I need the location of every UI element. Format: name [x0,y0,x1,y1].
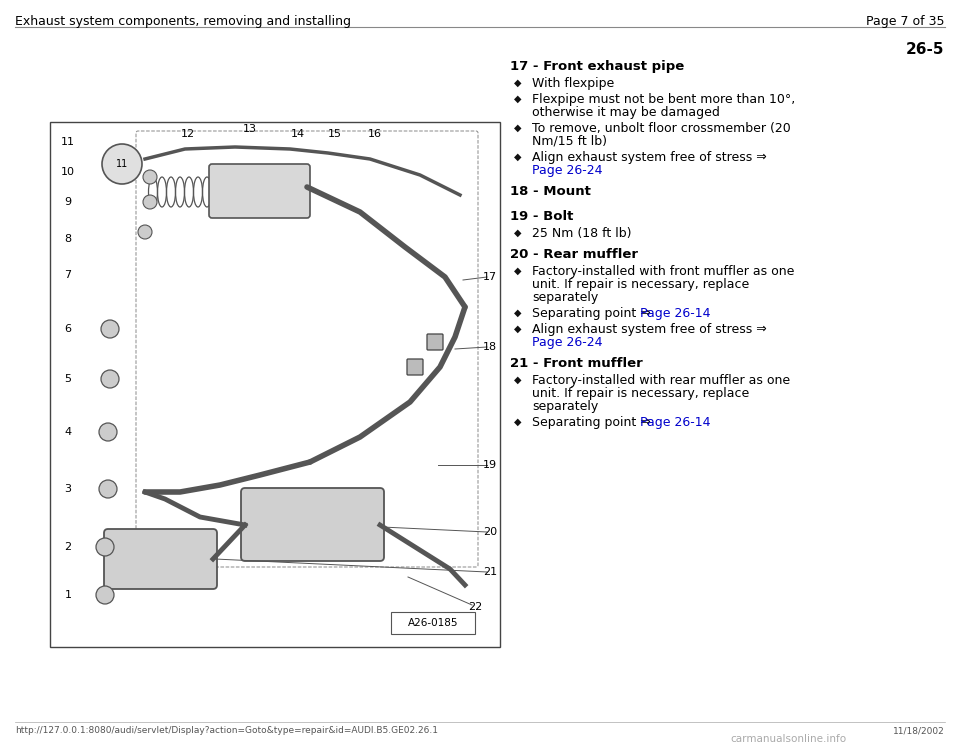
Text: 18 - Mount: 18 - Mount [510,185,590,198]
Text: separately: separately [532,400,598,413]
Circle shape [138,225,152,239]
Text: ◆: ◆ [515,266,521,276]
Text: Page 7 of 35: Page 7 of 35 [867,15,945,28]
Text: Exhaust system components, removing and installing: Exhaust system components, removing and … [15,15,351,28]
Bar [50,122,500,647]
Text: otherwise it may be damaged: otherwise it may be damaged [532,106,720,119]
Circle shape [101,320,119,338]
Text: 21: 21 [483,567,497,577]
Text: ◆: ◆ [515,375,521,385]
Text: ◆: ◆ [515,94,521,104]
Text: 20: 20 [483,527,497,537]
Text: 17 - Front exhaust pipe: 17 - Front exhaust pipe [510,60,684,73]
FancyBboxPatch shape [104,529,217,589]
Circle shape [101,370,119,388]
Text: With flexpipe: With flexpipe [532,77,614,90]
Text: 20 - Rear muffler: 20 - Rear muffler [510,248,638,261]
FancyBboxPatch shape [209,164,310,218]
Text: 1: 1 [64,590,71,600]
Text: Separating point ⇒: Separating point ⇒ [532,307,655,320]
Circle shape [143,170,157,184]
Text: ◆: ◆ [515,152,521,162]
Text: 22: 22 [468,602,482,612]
Text: Page 26-14: Page 26-14 [640,307,710,320]
Text: 12: 12 [180,129,195,139]
Text: carmanualsonline.info: carmanualsonline.info [730,734,846,742]
Circle shape [143,195,157,209]
Text: Flexpipe must not be bent more than 10°,: Flexpipe must not be bent more than 10°, [532,93,795,106]
Text: 25 Nm (18 ft lb): 25 Nm (18 ft lb) [532,227,632,240]
Text: ◆: ◆ [515,78,521,88]
Text: unit. If repair is necessary, replace: unit. If repair is necessary, replace [532,387,749,400]
Text: 14: 14 [291,129,305,139]
Text: Align exhaust system free of stress ⇒: Align exhaust system free of stress ⇒ [532,323,767,336]
Circle shape [96,586,114,604]
Text: 2: 2 [64,542,72,552]
Text: Page 26-14: Page 26-14 [640,416,710,429]
Text: Align exhaust system free of stress ⇒: Align exhaust system free of stress ⇒ [532,151,767,164]
FancyBboxPatch shape [241,488,384,561]
Text: Nm/15 ft lb): Nm/15 ft lb) [532,135,607,148]
Text: ◆: ◆ [515,417,521,427]
Text: ◆: ◆ [515,324,521,334]
Text: 18: 18 [483,342,497,352]
Text: 13: 13 [243,124,257,134]
Text: 17: 17 [483,272,497,282]
Text: separately: separately [532,291,598,304]
Text: 19: 19 [483,460,497,470]
Text: 5: 5 [64,374,71,384]
Text: To remove, unbolt floor crossmember (20: To remove, unbolt floor crossmember (20 [532,122,791,135]
FancyBboxPatch shape [427,334,443,350]
Text: Page 26-24: Page 26-24 [532,164,603,177]
Text: 9: 9 [64,197,72,207]
Text: 11/18/2002: 11/18/2002 [893,726,945,735]
Text: ◆: ◆ [515,123,521,133]
Text: 19 - Bolt: 19 - Bolt [510,210,573,223]
Text: 8: 8 [64,234,72,244]
Text: 10: 10 [61,167,75,177]
Text: 4: 4 [64,427,72,437]
FancyBboxPatch shape [391,612,475,634]
Circle shape [102,144,142,184]
Text: A26-0185: A26-0185 [408,618,458,628]
Text: http://127.0.0.1:8080/audi/servlet/Display?action=Goto&type=repair&id=AUDI.B5.GE: http://127.0.0.1:8080/audi/servlet/Displ… [15,726,438,735]
Text: 11: 11 [116,159,128,169]
Text: 11: 11 [61,137,75,147]
FancyBboxPatch shape [407,359,423,375]
Circle shape [96,538,114,556]
Text: 7: 7 [64,270,72,280]
Text: Separating point ⇒: Separating point ⇒ [532,416,655,429]
Text: 3: 3 [64,484,71,494]
Text: 26-5: 26-5 [905,42,945,57]
Text: Factory-installed with rear muffler as one: Factory-installed with rear muffler as o… [532,374,790,387]
Text: ◆: ◆ [515,228,521,238]
Text: Factory-installed with front muffler as one: Factory-installed with front muffler as … [532,265,794,278]
Text: 21 - Front muffler: 21 - Front muffler [510,357,643,370]
Circle shape [99,423,117,441]
Text: unit. If repair is necessary, replace: unit. If repair is necessary, replace [532,278,749,291]
Circle shape [99,480,117,498]
Text: 16: 16 [368,129,382,139]
Text: Page 26-24: Page 26-24 [532,336,603,349]
Text: 6: 6 [64,324,71,334]
Text: 15: 15 [328,129,342,139]
Text: ◆: ◆ [515,308,521,318]
